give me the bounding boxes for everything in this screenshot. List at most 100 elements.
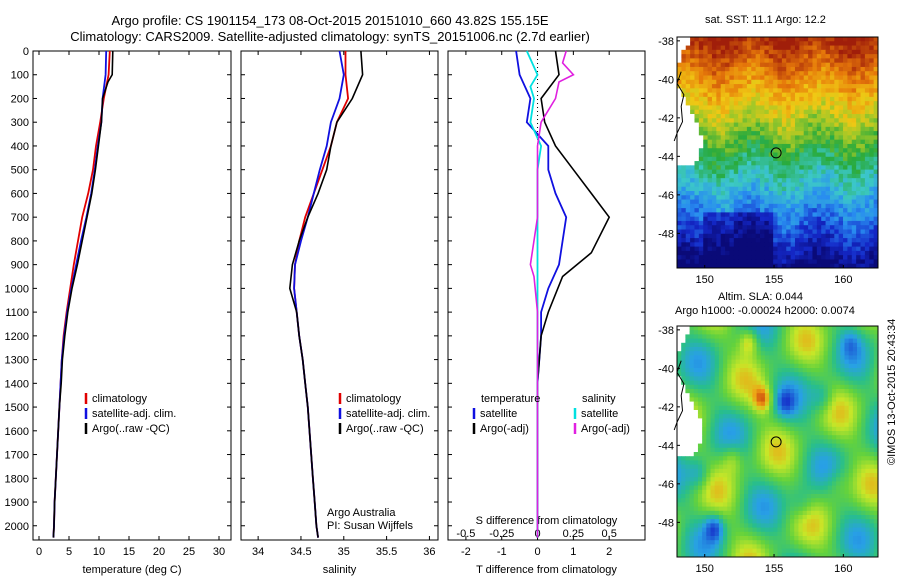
sst_map-cell — [873, 139, 879, 145]
sst_map-cell — [873, 126, 879, 132]
top-xtick-label: 0.5 — [602, 528, 617, 540]
ytick-label: 0 — [23, 46, 29, 58]
sla_map-cell — [769, 468, 774, 474]
sla_map-cell — [739, 510, 745, 516]
sst_map-cell — [698, 135, 704, 141]
sla_map-cell — [773, 342, 778, 348]
sst_map-cell — [764, 161, 770, 166]
sla_map-cell — [764, 384, 770, 390]
sla_map-cell — [873, 498, 879, 503]
sst_map-cell — [838, 229, 844, 235]
sla_map-cell — [752, 397, 757, 402]
sla_map-cell — [714, 447, 720, 453]
sla_map-cell — [764, 368, 770, 373]
sla_map-cell — [836, 435, 841, 440]
sst_map-cell — [751, 173, 757, 179]
sla_map-cell — [714, 389, 720, 394]
sla_map-cell — [798, 443, 804, 449]
sst_map-cell — [856, 131, 861, 136]
sla_map-cell — [806, 401, 812, 407]
sst_map-cell — [742, 122, 748, 128]
sla_map-cell — [681, 515, 686, 520]
sst_map-cell — [790, 148, 796, 153]
sla_map-cell — [865, 380, 871, 386]
sst_map-cell — [864, 37, 870, 42]
sla_map-cell — [785, 401, 791, 407]
sla_map-cell — [702, 347, 707, 352]
sst_map-cell — [829, 92, 835, 98]
sla_map-cell — [769, 363, 774, 369]
sst_map-cell — [856, 161, 861, 166]
sla_map-cell — [844, 498, 850, 503]
sla_map-cell — [794, 342, 799, 348]
sst_map-cell — [760, 37, 765, 42]
sla_map-cell — [748, 355, 753, 360]
sst_map-cell — [707, 114, 713, 119]
sla_map-cell — [836, 489, 841, 495]
sst_map-cell — [751, 250, 757, 256]
sst_map-cell — [869, 199, 875, 205]
sla_map-cell — [718, 418, 724, 423]
sst_map-cell — [834, 66, 840, 72]
sla_map-cell — [823, 410, 829, 415]
sla_map-cell — [735, 473, 741, 478]
sst_map-cell — [856, 79, 861, 85]
sst_map-cell — [864, 152, 870, 158]
sla_map-cell — [677, 473, 682, 478]
sst_map-cell — [834, 101, 840, 106]
sst_map-cell — [790, 225, 796, 230]
sla_map-cell — [790, 443, 795, 449]
sla_map-cell — [852, 414, 858, 419]
sst_map-cell — [773, 84, 778, 89]
sla_map-cell — [744, 485, 749, 491]
sla_map-cell — [764, 414, 770, 419]
sst_map-cell — [829, 62, 835, 68]
sst_map-cell — [742, 88, 748, 94]
sla_map-cell — [815, 494, 820, 499]
sst_map-cell — [720, 152, 726, 158]
sst_map-cell — [812, 92, 818, 98]
sla_map-cell — [852, 447, 858, 453]
sst_map-cell — [856, 169, 861, 175]
sst_map-cell — [803, 143, 809, 149]
sla_map-cell — [731, 489, 737, 495]
sst_map-cell — [873, 263, 879, 269]
sst_map-cell — [808, 182, 813, 188]
sla_map-cell — [685, 519, 690, 524]
sla_map-cell — [777, 431, 783, 436]
sla_map-cell — [685, 347, 690, 352]
sst_map-cell — [864, 246, 870, 252]
sst_map-cell — [733, 101, 739, 106]
sst_map-cell — [677, 143, 682, 149]
sst_map-cell — [742, 156, 748, 162]
sla_map-cell — [702, 376, 707, 381]
sst_map-cell — [838, 212, 844, 218]
sla_map-cell — [848, 338, 854, 344]
sla_map-cell — [873, 351, 879, 356]
sst_map-cell — [681, 49, 687, 55]
sla_map-cell — [777, 334, 783, 339]
sst_map-cell — [690, 250, 695, 256]
sla_map-cell — [827, 347, 833, 352]
sla_map-cell — [844, 439, 850, 444]
sst_map-cell — [764, 246, 770, 252]
sla_map-cell — [785, 477, 791, 482]
sst_map-cell — [777, 203, 783, 209]
sst_map-cell — [755, 92, 761, 98]
sst_map-cell — [869, 143, 875, 149]
sla_map-cell — [706, 401, 711, 407]
sst_map-cell — [694, 263, 700, 269]
sla_map-cell — [764, 372, 770, 377]
sst_map-cell — [707, 156, 713, 162]
sst_map-cell — [677, 203, 682, 209]
sst_map-cell — [685, 114, 691, 119]
sst_map-cell — [856, 114, 861, 119]
sla_map-cell — [756, 380, 762, 386]
sla_map-cell — [848, 485, 854, 491]
sst_map-cell — [690, 229, 695, 235]
sst_map-cell — [742, 84, 748, 89]
sla_map-cell — [806, 389, 812, 394]
sla_map-cell — [852, 456, 858, 461]
sst_map-cell — [781, 122, 787, 128]
sst_map-cell — [825, 88, 831, 94]
